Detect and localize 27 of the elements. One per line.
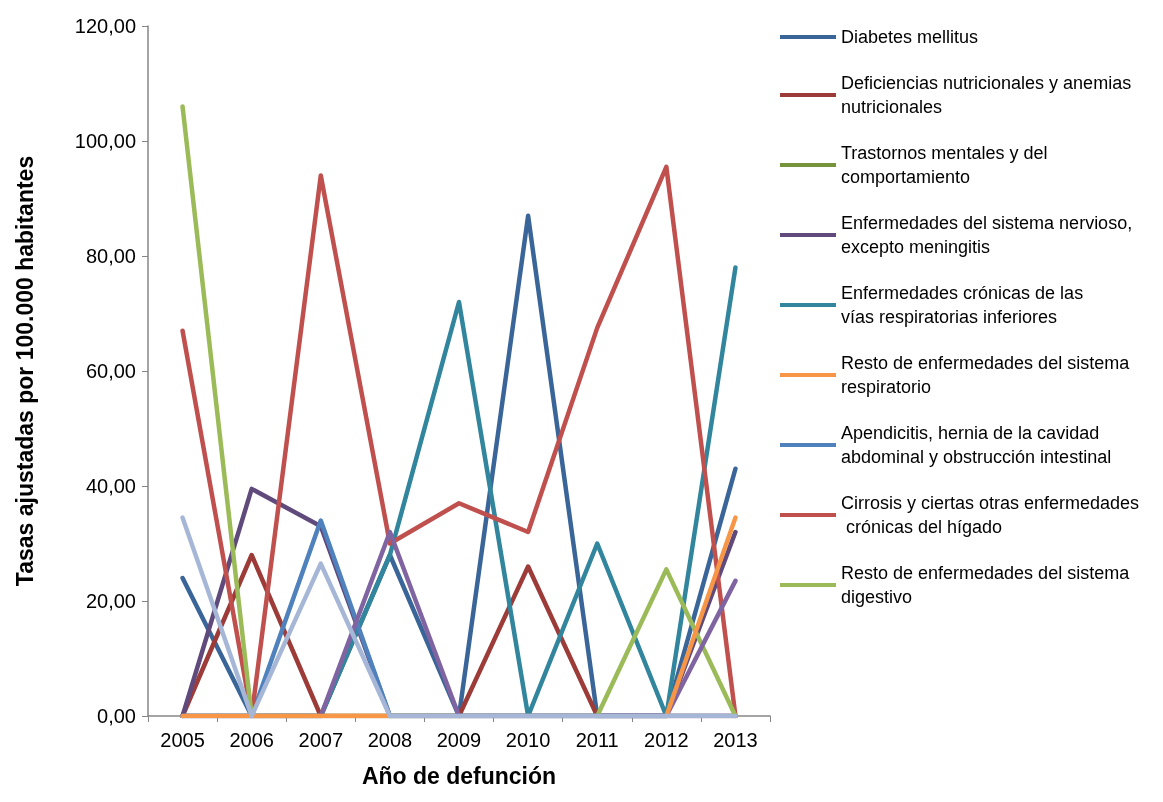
x-tick-label: 2006 <box>229 729 274 751</box>
y-tick-label: 20,00 <box>85 590 136 612</box>
y-tick-label: 40,00 <box>85 475 136 497</box>
legend-label: Resto de enfermedades del sistema respiratorio <box>841 353 1135 397</box>
legend-label: Enfermedades crónicas de las vías respiratorias inferiores <box>841 283 1089 327</box>
x-tick-label: 2008 <box>367 729 413 751</box>
x-axis-title: Año de defunción <box>361 762 557 789</box>
y-tick-label: 60,00 <box>85 360 136 382</box>
legend-label: Diabetes mellitus <box>841 27 979 47</box>
y-tick-label: 120,00 <box>74 15 136 37</box>
x-tick-label: 2011 <box>575 729 619 751</box>
x-tick-label: 2007 <box>298 729 344 751</box>
y-tick-label: 100,00 <box>74 130 136 152</box>
x-tick-label: 2012 <box>644 729 689 751</box>
x-tick-label: 2009 <box>436 729 482 751</box>
x-tick-label: 2013 <box>713 729 758 751</box>
y-tick-label: 80,00 <box>85 245 136 267</box>
x-tick-label: 2005 <box>160 729 205 751</box>
y-axis-title: Tasas ajustadas por 100.000 habitantes <box>11 155 38 587</box>
legend-label: Deficiencias nutricionales y anemias nutricionales <box>841 73 1137 117</box>
legend-label: Resto de enfermedades del sistema digestivo <box>841 563 1135 607</box>
y-tick-label: 0,00 <box>97 705 136 727</box>
legend-label: Cirrosis y ciertas otras enfermedades crónicas del hígado <box>841 493 1140 537</box>
legend-label: Trastornos mentales y del comportamiento <box>841 143 1053 187</box>
legend-label: Enfermedades del sistema nervioso, excepto meningitis <box>841 213 1138 257</box>
x-tick-label: 2010 <box>505 729 551 751</box>
legend-label: Apendicitis, hernia de la cavidad abdominal y obstrucción intestinal <box>841 423 1112 467</box>
